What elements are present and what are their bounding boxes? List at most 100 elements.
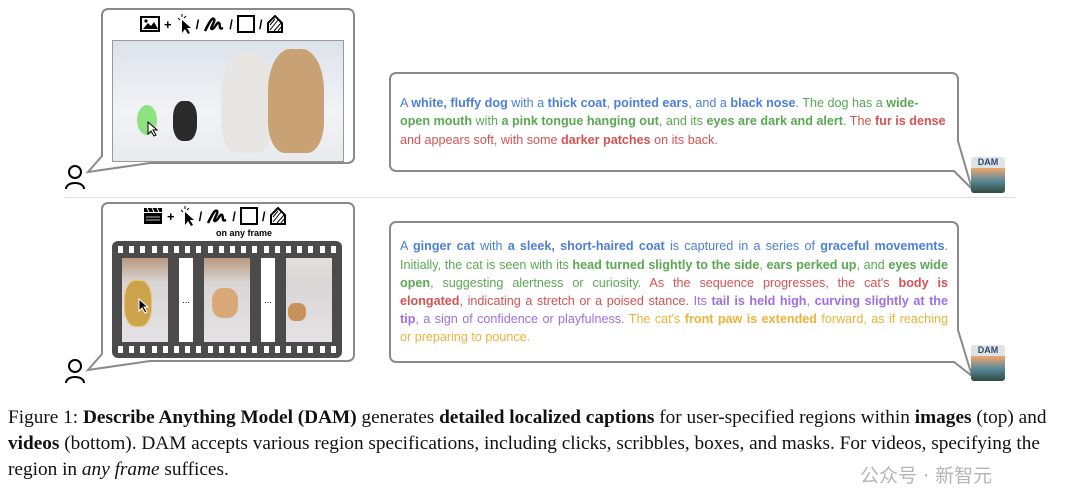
- film-perforation: [207, 346, 213, 353]
- slash: /: [232, 208, 236, 224]
- film-perforation: [308, 346, 314, 353]
- highlighted-phrase: body is elongated: [400, 275, 949, 308]
- section-divider: [65, 197, 1015, 198]
- dam-logo: DAM: [971, 345, 1005, 381]
- film-perforation: [129, 246, 135, 253]
- caption-segment: , and a: [688, 96, 731, 111]
- caption-segment: (top) and: [971, 407, 1047, 428]
- caption-segment: .: [944, 239, 948, 254]
- caption-segment: any frame: [81, 459, 160, 480]
- dam-logo-label: DAM: [977, 157, 999, 167]
- video-caption-text: A ginger cat with a sleek, short-haired …: [390, 222, 958, 362]
- highlighted-phrase: ears perked up: [766, 257, 857, 272]
- film-perforation: [196, 346, 202, 353]
- film-perforation: [252, 346, 258, 353]
- watermark: 公众号 · 新智元: [860, 465, 993, 487]
- highlighted-phrase: Describe Anything Model (DAM): [82, 407, 357, 428]
- caption-segment: with a: [507, 96, 548, 111]
- caption-segment: ,: [759, 257, 767, 272]
- highlighted-phrase: wide-open mouth: [400, 96, 919, 129]
- highlighted-phrase: curving slightly at the tip: [400, 294, 948, 327]
- film-perforation: [162, 246, 168, 253]
- caption-segment: (bottom). DAM accepts various region spe…: [8, 433, 1040, 480]
- highlighted-phrase: tail is held high: [711, 294, 807, 308]
- user-icon: [65, 359, 85, 384]
- slash: /: [258, 16, 263, 32]
- highlighted-phrase: images: [914, 407, 972, 428]
- film-perforation: [218, 246, 224, 253]
- caption-segment: with: [474, 239, 508, 254]
- ellipsis-frame: ...: [179, 258, 193, 342]
- film-perforation: [174, 246, 180, 253]
- caption-segment: The cat's: [628, 312, 685, 327]
- click-icon: [177, 14, 191, 34]
- caption-segment: ,: [806, 294, 815, 308]
- film-perforation: [319, 346, 325, 353]
- film-perforation: [230, 346, 236, 353]
- film-perforation: [218, 346, 224, 353]
- caption-segment: A: [400, 239, 413, 254]
- film-perforation: [174, 346, 180, 353]
- caption-segment: on its back.: [650, 132, 718, 147]
- caption-segment: , and its: [658, 114, 707, 129]
- top-region-input-icons: + / / /: [140, 14, 284, 34]
- click-icon: [180, 206, 194, 226]
- film-perforation: [140, 346, 146, 353]
- slash: /: [195, 16, 200, 32]
- mask-icon: [267, 15, 284, 33]
- film-perforation: [297, 346, 303, 353]
- caption-segment: Initially, the cat is seen with its: [400, 257, 573, 272]
- film-perforation: [196, 246, 202, 253]
- highlighted-phrase: eyes wide open: [400, 257, 948, 290]
- caption-segment: is captured in a series of: [664, 239, 821, 254]
- film-perforation: [263, 246, 269, 253]
- scribble-icon: [204, 17, 224, 32]
- film-perforation: [230, 246, 236, 253]
- caption-segment: and appears soft, with some: [400, 132, 562, 147]
- highlighted-phrase: videos: [8, 433, 60, 454]
- slash: /: [229, 16, 233, 32]
- highlighted-phrase: white, fluffy dog: [411, 96, 508, 111]
- box-icon: [236, 15, 255, 33]
- film-perforation: [118, 246, 123, 253]
- video-frame-3: [286, 258, 332, 342]
- on-any-frame-label: on any frame: [216, 228, 273, 238]
- highlighted-phrase: graceful movements: [820, 239, 945, 254]
- plus-sign: +: [167, 208, 175, 224]
- caption-segment: suffices.: [159, 459, 229, 480]
- film-perforation: [286, 246, 292, 253]
- film-perforation: [330, 346, 336, 353]
- video-frame-2: [204, 258, 250, 342]
- caption-segment: As the sequence progresses, the cat's: [649, 275, 899, 290]
- bottom-region-input-icons: + / / /: [143, 206, 287, 226]
- dam-logo-label: DAM: [977, 345, 999, 355]
- film-perforation: [319, 246, 325, 253]
- caption-segment: ,: [606, 96, 614, 111]
- caption-segment: forward, as if reaching or preparing to …: [400, 312, 948, 345]
- caption-segment: , suggesting alertness or curiosity.: [430, 275, 650, 290]
- cursor-icon: [147, 121, 159, 137]
- caption-segment: The: [849, 114, 875, 129]
- film-perforation: [241, 246, 247, 253]
- highlighted-phrase: eyes are dark and alert: [706, 114, 843, 129]
- bottom-caption-bubble-outline: [389, 221, 974, 379]
- dog-image: [112, 40, 344, 162]
- film-perforation: [274, 346, 280, 353]
- film-perforation: [185, 246, 191, 253]
- caption-segment: , a sign of confidence or playfulness.: [415, 312, 629, 327]
- user-icon: [65, 165, 85, 190]
- film-perforation: [151, 346, 157, 353]
- highlighted-phrase: front paw is extended: [684, 312, 817, 327]
- film-perforation: [185, 346, 191, 353]
- caption-segment: generates: [356, 407, 440, 428]
- film-perforation: [330, 246, 336, 253]
- plus-sign: +: [164, 16, 172, 32]
- film-perforation: [140, 246, 146, 253]
- image-icon: [140, 16, 160, 32]
- film-perforation: [274, 246, 280, 253]
- film-perforation: [151, 246, 157, 253]
- highlighted-phrase: a pink tongue hanging out: [501, 114, 659, 129]
- slash: /: [261, 208, 266, 224]
- slash: /: [198, 208, 203, 224]
- highlighted-phrase: a sleek, short-haired coat: [507, 239, 665, 254]
